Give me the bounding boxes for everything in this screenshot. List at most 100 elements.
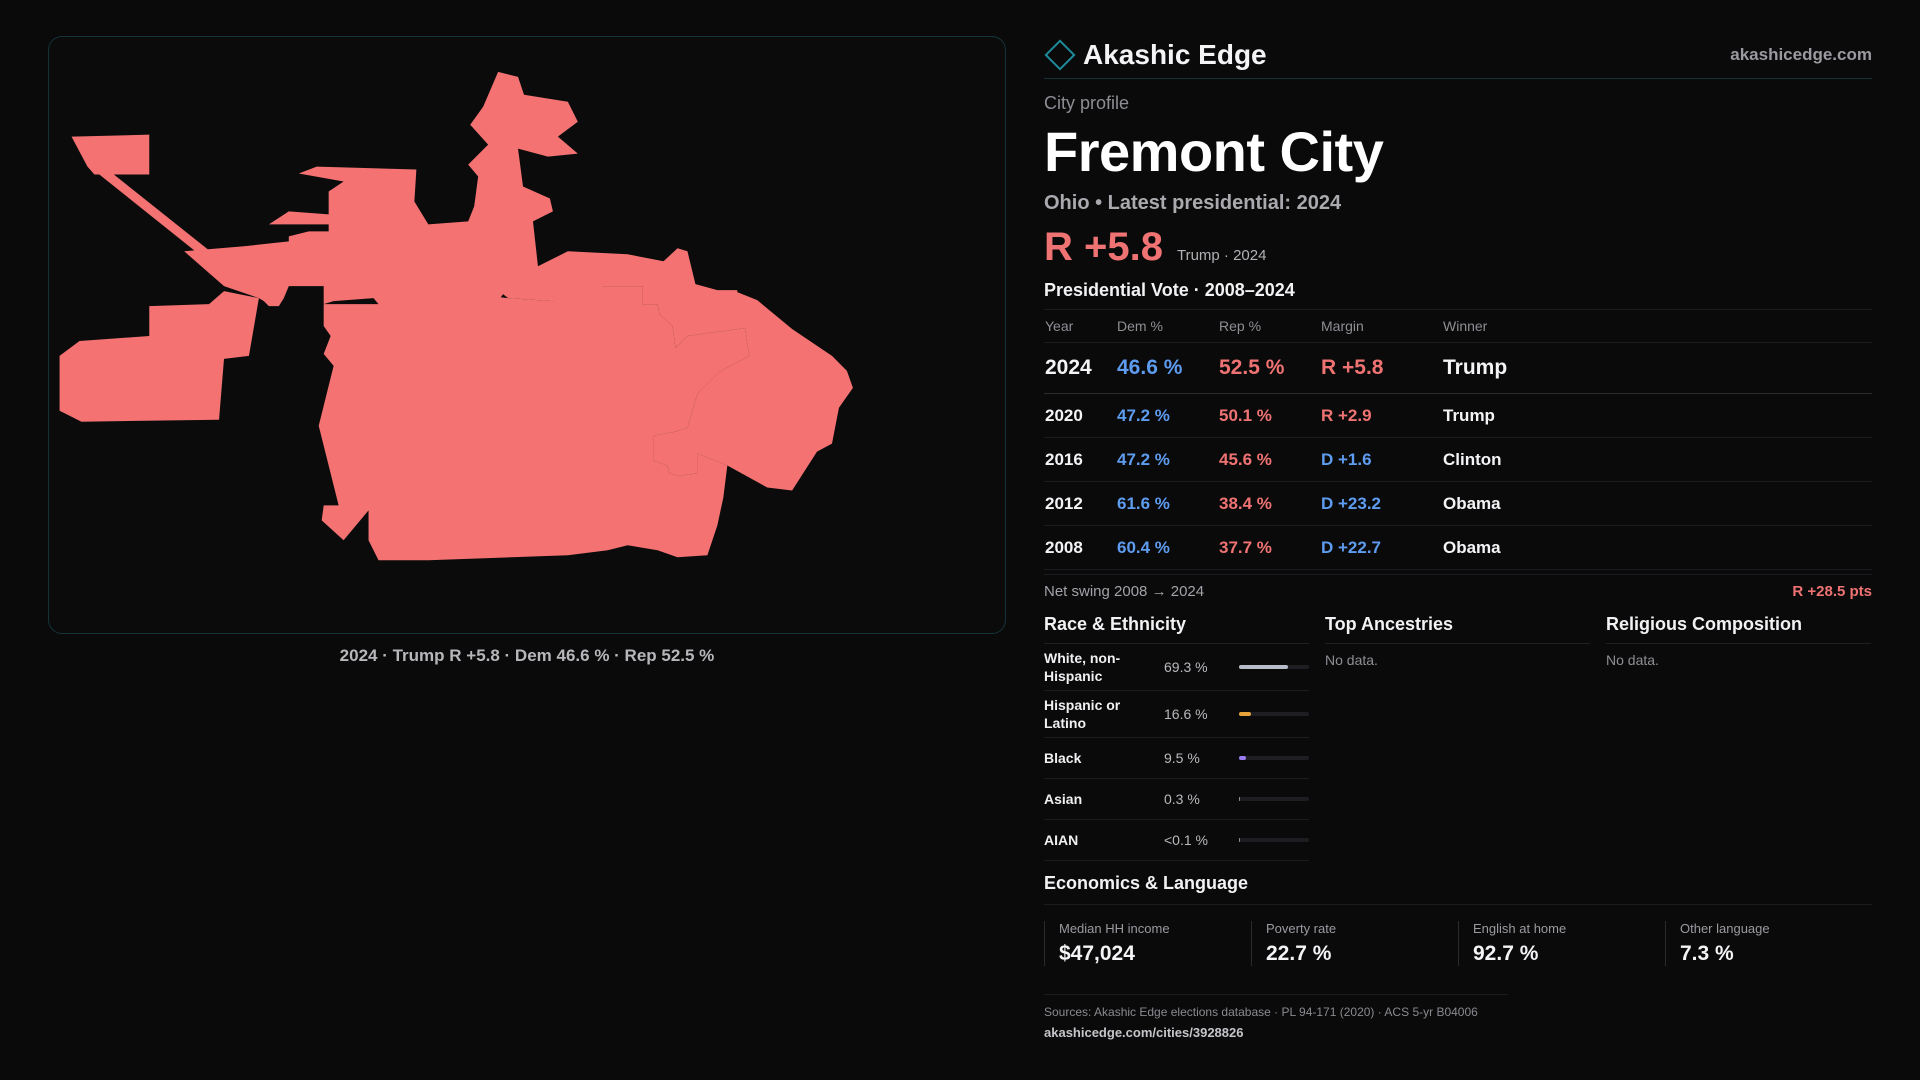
- row-dem: 47.2 %: [1116, 437, 1218, 482]
- table-row: 2016 47.2 % 45.6 % D +1.6 Clinton: [1044, 437, 1872, 482]
- stat-other-language: Other language 7.3 %: [1665, 921, 1872, 966]
- col-margin: Margin: [1320, 310, 1442, 343]
- page-title: Fremont City: [1044, 120, 1384, 183]
- row-winner: Trump: [1442, 342, 1872, 394]
- list-item: Asian 0.3 %: [1044, 779, 1309, 820]
- economics-title: Economics & Language: [1044, 873, 1872, 905]
- row-winner: Clinton: [1442, 437, 1872, 482]
- stat-label: Median HH income: [1059, 921, 1170, 936]
- latest-margin-value: R +5.8: [1044, 225, 1163, 269]
- row-margin: D +23.2: [1320, 481, 1442, 526]
- race-bar-fill: [1239, 665, 1288, 669]
- list-item: AIAN <0.1 %: [1044, 820, 1309, 861]
- race-value: 0.3 %: [1164, 791, 1200, 807]
- net-swing: Net swing 2008 → 2024 R +28.5 pts: [1044, 574, 1872, 600]
- race-bar: [1239, 712, 1309, 716]
- table-row: 2020 47.2 % 50.1 % R +2.9 Trump: [1044, 393, 1872, 438]
- table-row: 2008 60.4 % 37.7 % D +22.7 Obama: [1044, 525, 1872, 570]
- row-year: 2020: [1044, 393, 1116, 438]
- row-rep: 45.6 %: [1218, 437, 1320, 482]
- stat-label: Other language: [1680, 921, 1770, 936]
- race-bar-fill: [1239, 712, 1251, 716]
- diamond-icon: [1044, 39, 1076, 71]
- race-title: Race & Ethnicity: [1044, 614, 1309, 644]
- stat-value: 92.7 %: [1473, 942, 1539, 965]
- row-dem: 46.6 %: [1116, 342, 1218, 394]
- stat-english-home: English at home 92.7 %: [1458, 921, 1665, 966]
- row-rep: 38.4 %: [1218, 481, 1320, 526]
- religion-title: Religious Composition: [1606, 614, 1871, 644]
- site-link[interactable]: akashicedge.com: [1730, 45, 1872, 64]
- race-label: White, non-Hispanic: [1044, 650, 1121, 684]
- stat-poverty-rate: Poverty rate 22.7 %: [1251, 921, 1458, 966]
- economics-stats: Median HH income $47,024 Poverty rate 22…: [1044, 921, 1872, 966]
- row-rep: 52.5 %: [1218, 342, 1320, 394]
- religion-empty: No data.: [1606, 652, 1659, 668]
- sources-note: Sources: Akashic Edge elections database…: [1044, 1005, 1478, 1019]
- race-section: Race & Ethnicity White, non-Hispanic 69.…: [1044, 614, 1309, 861]
- net-swing-value: R +28.5 pts: [1792, 583, 1872, 600]
- map-caption: 2024 · Trump R +5.8 · Dem 46.6 % · Rep 5…: [339, 646, 715, 665]
- row-dem: 47.2 %: [1116, 393, 1218, 438]
- row-year: 2012: [1044, 481, 1116, 526]
- row-winner: Obama: [1442, 525, 1872, 570]
- race-value: 16.6 %: [1164, 706, 1208, 722]
- stat-label: English at home: [1473, 921, 1567, 936]
- col-winner: Winner: [1442, 310, 1872, 343]
- col-rep: Rep %: [1218, 310, 1320, 343]
- col-dem: Dem %: [1116, 310, 1218, 343]
- brand-name: Akashic Edge: [1083, 39, 1267, 70]
- list-item: Hispanic or Latino 16.6 %: [1044, 691, 1309, 738]
- row-margin: D +1.6: [1320, 437, 1442, 482]
- city-boundary-shape: [59, 71, 853, 561]
- row-winner: Trump: [1442, 393, 1872, 438]
- race-label: Hispanic or Latino: [1044, 697, 1121, 731]
- header-bar: Akashic Edge akashicedge.com: [1044, 32, 1872, 79]
- row-margin: R +5.8: [1320, 342, 1442, 394]
- row-margin: R +2.9: [1320, 393, 1442, 438]
- row-winner: Obama: [1442, 481, 1872, 526]
- net-swing-label: Net swing 2008 → 2024: [1044, 583, 1205, 600]
- row-year: 2024: [1044, 342, 1116, 394]
- stat-value: $47,024: [1059, 942, 1135, 965]
- city-boundary-map[interactable]: [48, 36, 1006, 634]
- race-bar-fill: [1239, 797, 1241, 801]
- row-dem: 61.6 %: [1116, 481, 1218, 526]
- vote-section-title: Presidential Vote · 2008–2024: [1044, 280, 1872, 310]
- stat-value: 7.3 %: [1680, 942, 1734, 965]
- race-bar: [1239, 838, 1309, 842]
- row-margin: D +22.7: [1320, 525, 1442, 570]
- latest-margin: R +5.8 Trump · 2024: [1044, 225, 1872, 270]
- religion-section: Religious Composition No data.: [1606, 614, 1871, 861]
- race-bar: [1239, 797, 1309, 801]
- race-value: <0.1 %: [1164, 832, 1208, 848]
- table-row: 2012 61.6 % 38.4 % D +23.2 Obama: [1044, 481, 1872, 526]
- row-rep: 50.1 %: [1218, 393, 1320, 438]
- race-value: 9.5 %: [1164, 750, 1200, 766]
- race-value: 69.3 %: [1164, 659, 1208, 675]
- race-bar-fill: [1239, 838, 1241, 842]
- race-list: White, non-Hispanic 69.3 % Hispanic or L…: [1044, 644, 1309, 861]
- city-profile-panel: Akashic Edge akashicedge.com City profil…: [1044, 32, 1872, 966]
- ancestries-section: Top Ancestries No data.: [1325, 614, 1590, 861]
- row-year: 2016: [1044, 437, 1116, 482]
- stat-median-income: Median HH income $47,024: [1044, 921, 1251, 966]
- demographics-columns: Race & Ethnicity White, non-Hispanic 69.…: [1044, 614, 1872, 861]
- race-label: AIAN: [1044, 832, 1079, 848]
- race-bar: [1239, 665, 1309, 669]
- race-bar: [1239, 756, 1309, 760]
- race-label: Black: [1044, 750, 1082, 766]
- vote-table-header: Year Dem % Rep % Margin Winner: [1044, 310, 1872, 343]
- row-year: 2008: [1044, 525, 1116, 570]
- latest-margin-note: Trump · 2024: [1176, 247, 1267, 264]
- stat-label: Poverty rate: [1266, 921, 1337, 936]
- brand[interactable]: Akashic Edge: [1044, 39, 1267, 71]
- footer: Sources: Akashic Edge elections database…: [1044, 994, 1508, 1040]
- race-label: Asian: [1044, 791, 1083, 807]
- table-row: 2024 46.6 % 52.5 % R +5.8 Trump: [1044, 342, 1872, 394]
- list-item: White, non-Hispanic 69.3 %: [1044, 644, 1309, 691]
- page-url[interactable]: akashicedge.com/cities/3928826: [1044, 1025, 1244, 1040]
- list-item: Black 9.5 %: [1044, 738, 1309, 779]
- ancestries-title: Top Ancestries: [1325, 614, 1590, 644]
- row-dem: 60.4 %: [1116, 525, 1218, 570]
